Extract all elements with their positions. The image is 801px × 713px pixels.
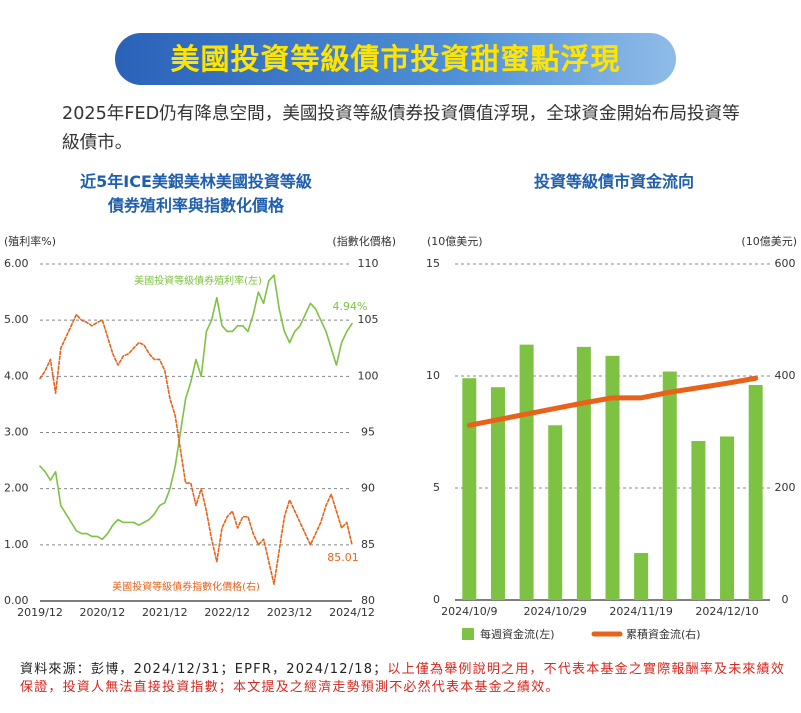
y-tick-label: 4.00 <box>4 369 29 382</box>
y-tick-label: 1.00 <box>4 538 29 551</box>
x-tick-label: 2019/12 <box>17 606 63 619</box>
y2-tick-label: 600 <box>775 257 796 270</box>
y2-tick-label: 110 <box>358 257 379 270</box>
x-tick-label: 2024/12 <box>329 606 375 619</box>
bar <box>576 346 591 600</box>
y2-tick-label: 95 <box>361 426 375 439</box>
y-tick-label: 2.00 <box>4 482 29 495</box>
y-tick-label: 5 <box>433 481 440 494</box>
bar <box>519 344 534 600</box>
y-tick-label: 0 <box>433 593 440 606</box>
legend-label: 每週資金流(左) <box>480 627 555 641</box>
line-series <box>39 274 353 541</box>
y-tick-label: 3.00 <box>4 426 29 439</box>
series-label: 美國投資等級債券指數化價格(右) <box>112 580 260 593</box>
source: 資料來源：彭博，2024/12/31；EPFR，2024/12/18； <box>20 662 388 677</box>
legend-label: 累積資金流(右) <box>626 627 701 641</box>
x-tick-label: 2024/10/29 <box>524 605 587 618</box>
x-tick-label: 2021/12 <box>142 606 188 619</box>
chart-title: 投資等級債市資金流向 <box>533 172 694 191</box>
x-tick-label: 2024/11/19 <box>609 605 672 618</box>
y-tick-label: 15 <box>426 257 440 270</box>
y2-tick-label: 0 <box>782 593 789 606</box>
data-label: 4.94% <box>333 300 368 313</box>
bar <box>748 384 763 600</box>
y-tick-label: 5.00 <box>4 313 29 326</box>
y2-tick-label: 80 <box>361 594 375 607</box>
bar <box>720 436 735 600</box>
line-series <box>39 313 353 585</box>
x-tick-label: 2022/12 <box>204 606 250 619</box>
x-tick-label: 2020/12 <box>80 606 126 619</box>
bar <box>634 552 649 600</box>
footer: 資料來源：彭博，2024/12/31；EPFR，2024/12/18；以上僅為舉… <box>20 661 790 697</box>
bar <box>548 425 563 600</box>
y2-tick-label: 100 <box>358 369 379 382</box>
x-tick-label: 2024/10/9 <box>441 605 497 618</box>
legend-swatch <box>462 628 474 640</box>
series-label: 美國投資等級債券殖利率(左) <box>134 274 262 287</box>
bar <box>605 355 620 600</box>
bar <box>662 371 677 600</box>
bar <box>490 387 505 600</box>
axis-label: (殖利率%) <box>4 234 56 248</box>
y2-tick-label: 85 <box>361 538 375 551</box>
axis-label: (指數化價格) <box>332 234 396 248</box>
y-tick-label: 0.00 <box>4 594 29 607</box>
y2-tick-label: 90 <box>361 482 375 495</box>
axis-label: (10億美元) <box>427 235 483 248</box>
y2-tick-label: 200 <box>775 481 796 494</box>
data-label: 85.01 <box>327 551 359 564</box>
subtitle: 2025年FED仍有降息空間，美國投資等級債券投資價值浮現，全球資金開始布局投資… <box>62 104 740 153</box>
bar <box>691 440 706 600</box>
disclaimer: 以上僅為舉例說明之用，不代表本基金之實際報酬率及未來績效保證，投資人無法直接投資… <box>20 662 786 695</box>
x-tick-label: 2024/12/10 <box>695 605 758 618</box>
y-tick-label: 10 <box>426 369 440 382</box>
chart-title: 近5年ICE美銀美林美國投資等級 債券殖利率與指數化價格 <box>80 172 312 215</box>
y-tick-label: 6.00 <box>4 257 29 270</box>
banner-title: 美國投資等級債市投資甜蜜點浮現 <box>115 33 676 85</box>
y2-tick-label: 400 <box>775 369 796 382</box>
y2-tick-label: 105 <box>358 313 379 326</box>
x-tick-label: 2023/12 <box>267 606 313 619</box>
bar <box>462 378 477 600</box>
axis-label: (10億美元) <box>741 235 797 248</box>
line-series <box>466 375 759 428</box>
